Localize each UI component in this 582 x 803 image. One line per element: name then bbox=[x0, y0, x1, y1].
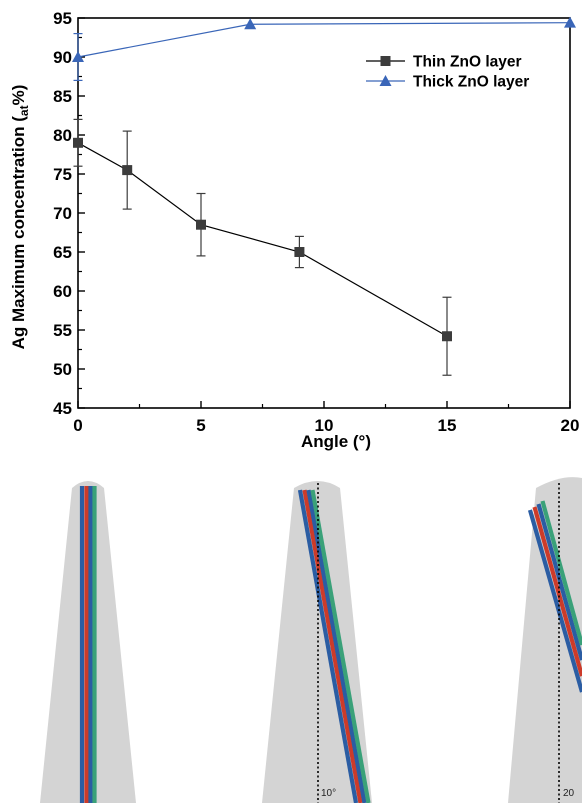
legend-label: Thin ZnO layer bbox=[413, 54, 522, 71]
legend: Thin ZnO layer Thick ZnO layer bbox=[366, 54, 529, 91]
y-tick-label: 70 bbox=[53, 204, 72, 223]
data-point bbox=[442, 331, 452, 342]
tilt-angle-label: 20 bbox=[563, 788, 575, 799]
x-tick-label: 20 bbox=[561, 416, 580, 435]
y-tick-label: 45 bbox=[53, 399, 72, 418]
x-tick-label: 5 bbox=[196, 416, 205, 435]
concentration-chart: 45 50 55 60 65 70 75 80 85 90 95 0 5 10 15 20 Thin ZnO… bbox=[9, 9, 579, 451]
y-axis-title-suffix: %) bbox=[9, 85, 28, 106]
data-point bbox=[122, 165, 133, 176]
series-layer bbox=[72, 16, 576, 376]
y-tick-label: 95 bbox=[53, 9, 72, 28]
tip-illustrations: 10° 20 bbox=[40, 477, 582, 803]
y-axis-title-prefix: Ag Maximum concentration ( bbox=[9, 116, 28, 350]
tip-illustration-0deg bbox=[40, 481, 136, 803]
data-point bbox=[244, 18, 257, 30]
tip-illustration-20deg: 20 bbox=[508, 477, 582, 803]
y-tick-label: 85 bbox=[53, 87, 72, 106]
layer-stripes bbox=[79, 486, 97, 803]
y-tick-label: 80 bbox=[53, 126, 72, 145]
x-tick-label: 0 bbox=[73, 416, 82, 435]
data-point bbox=[196, 219, 206, 230]
data-point bbox=[72, 51, 84, 62]
tip-illustration-10deg: 10° bbox=[262, 481, 372, 803]
tip-cone bbox=[508, 477, 582, 803]
x-tick-label: 10 bbox=[315, 416, 334, 435]
series-thick-zno bbox=[72, 16, 576, 82]
series-thin-zno bbox=[73, 118, 452, 376]
series-line bbox=[77, 22, 571, 58]
legend-label: Thick ZnO layer bbox=[413, 74, 529, 91]
x-axis-title: Angle (°) bbox=[301, 432, 371, 451]
x-axis: 0 5 10 15 20 bbox=[73, 401, 579, 435]
y-tick-label: 90 bbox=[53, 48, 72, 67]
series-line bbox=[77, 142, 448, 337]
legend-marker bbox=[380, 56, 391, 66]
tilt-angle-label: 10° bbox=[321, 788, 336, 799]
y-tick-label: 75 bbox=[53, 165, 72, 184]
data-point bbox=[73, 137, 83, 148]
data-point bbox=[564, 16, 576, 28]
y-tick-label: 60 bbox=[53, 282, 72, 301]
x-tick-label: 15 bbox=[438, 416, 457, 435]
legend-marker bbox=[379, 75, 392, 86]
y-tick-label: 50 bbox=[53, 360, 72, 379]
y-tick-label: 65 bbox=[53, 243, 72, 262]
data-point bbox=[294, 247, 305, 257]
y-tick-label: 55 bbox=[53, 321, 72, 340]
y-axis: 45 50 55 60 65 70 75 80 85 90 95 bbox=[53, 9, 85, 418]
y-axis-title-subscript: at bbox=[17, 105, 31, 116]
y-axis-title: Ag Maximum concentration (at%) bbox=[9, 85, 31, 350]
